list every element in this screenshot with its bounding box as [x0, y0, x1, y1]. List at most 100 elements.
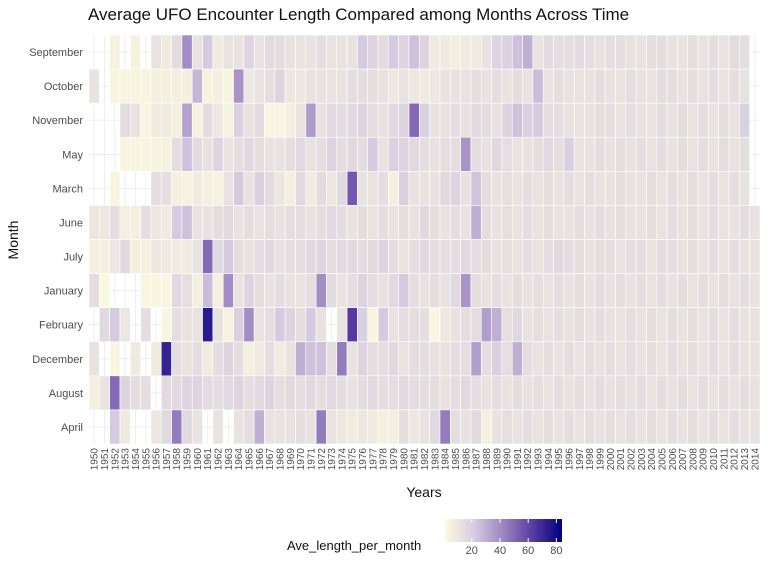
heatmap-cell — [615, 409, 627, 445]
heatmap-cell — [398, 375, 410, 411]
heatmap-cell — [677, 205, 689, 240]
heatmap-cell — [233, 171, 245, 206]
heatmap-cell — [212, 307, 224, 343]
heatmap-cell — [171, 68, 183, 104]
x-tick-label: 2001 — [616, 448, 627, 471]
heatmap-cell — [274, 171, 286, 206]
x-tick-label: 1953 — [121, 448, 132, 471]
heatmap-cell — [522, 375, 534, 411]
heatmap-cell — [191, 171, 203, 206]
heatmap-cell — [532, 273, 544, 308]
x-tick-label: 1966 — [255, 448, 266, 471]
heatmap-cell — [160, 102, 172, 138]
heatmap-cell — [542, 307, 554, 343]
legend-ticks: 20 40 60 80 — [466, 519, 562, 557]
heatmap-cell — [553, 102, 565, 138]
heatmap-cell — [212, 205, 224, 240]
heatmap-cell — [419, 341, 430, 377]
heatmap-cell — [212, 341, 224, 377]
heatmap-cell — [367, 136, 379, 172]
heatmap-cell — [625, 205, 637, 240]
heatmap-cell — [542, 34, 554, 70]
heatmap-cell — [336, 171, 348, 206]
heatmap-cell — [677, 68, 689, 104]
heatmap-cell — [305, 102, 317, 138]
heatmap-cell — [253, 239, 265, 274]
heatmap-cell — [264, 102, 276, 138]
heatmap-cell — [253, 171, 265, 206]
heatmap-cell — [511, 341, 523, 377]
heatmap-cell — [615, 375, 627, 411]
heatmap-cell — [615, 102, 627, 138]
heatmap-cell — [646, 341, 658, 377]
heatmap-cell — [336, 273, 348, 308]
heatmap-cell — [687, 102, 699, 138]
heatmap-cell — [408, 102, 420, 138]
heatmap-cell — [419, 136, 430, 172]
x-tick-label: 2010 — [709, 448, 720, 471]
heatmap-cell — [336, 239, 348, 274]
x-tick-label: 1978 — [379, 448, 390, 471]
heatmap-cell — [656, 341, 668, 377]
heatmap-cell — [625, 136, 637, 172]
heatmap-cell — [666, 102, 678, 138]
heatmap-cell — [419, 375, 430, 411]
heatmap-cell — [553, 68, 565, 104]
heatmap-cell — [522, 102, 534, 138]
heatmap-cell — [511, 239, 523, 274]
heatmap-cell — [439, 68, 451, 104]
heatmap-cell — [594, 68, 606, 104]
x-tick-label: 2013 — [740, 448, 751, 471]
heatmap-cell — [708, 409, 720, 445]
heatmap-cell — [212, 136, 224, 172]
heatmap-cell — [491, 171, 503, 206]
heatmap-cell — [419, 239, 430, 274]
heatmap-cell — [511, 102, 523, 138]
heatmap-cell — [377, 273, 389, 308]
heatmap-cell — [367, 68, 379, 104]
heatmap-cell — [480, 205, 492, 240]
y-axis-ticks: September October November May March June July… — [29, 47, 83, 434]
heatmap-cell — [295, 341, 307, 377]
heatmap-cell — [501, 273, 513, 308]
heatmap-cell — [584, 68, 596, 104]
heatmap-cell — [666, 375, 678, 411]
heatmap-cell — [140, 68, 152, 104]
heatmap-cell — [563, 68, 575, 104]
heatmap-cell — [222, 375, 234, 411]
heatmap-cell — [480, 68, 492, 104]
heatmap-cell — [511, 273, 523, 308]
y-tick-label: October — [44, 81, 83, 93]
heatmap-cell — [233, 375, 245, 411]
heatmap-cell — [563, 34, 575, 70]
heatmap-cell — [728, 375, 740, 411]
heatmap-cell — [181, 239, 193, 274]
heatmap-cell — [739, 341, 750, 377]
y-tick-label: June — [59, 217, 83, 229]
heatmap-cell — [511, 307, 523, 343]
heatmap-cell — [594, 307, 606, 343]
x-tick-label: 1986 — [461, 448, 472, 471]
heatmap-cell — [635, 136, 647, 172]
heatmap-cell — [604, 341, 616, 377]
heatmap-cell — [119, 409, 131, 445]
heatmap-cell — [222, 102, 234, 138]
heatmap-cell — [604, 68, 616, 104]
x-tick-label: 2005 — [657, 448, 668, 471]
heatmap-cell — [749, 273, 761, 308]
heatmap-cell — [718, 171, 730, 206]
heatmap-cell — [243, 239, 255, 274]
heatmap-cell — [739, 136, 750, 172]
heatmap-cell — [388, 34, 399, 70]
heatmap-cell — [563, 239, 575, 274]
heatmap-cell — [357, 409, 369, 445]
heatmap-cell — [429, 409, 441, 445]
heatmap-cell — [305, 239, 317, 274]
heatmap-cell — [604, 136, 616, 172]
heatmap-cell — [470, 273, 482, 308]
heatmap-cell — [666, 273, 678, 308]
heatmap-cell — [88, 205, 100, 240]
heatmap-cell — [584, 307, 596, 343]
heatmap-cell — [99, 239, 110, 274]
heatmap-cell — [326, 34, 338, 70]
